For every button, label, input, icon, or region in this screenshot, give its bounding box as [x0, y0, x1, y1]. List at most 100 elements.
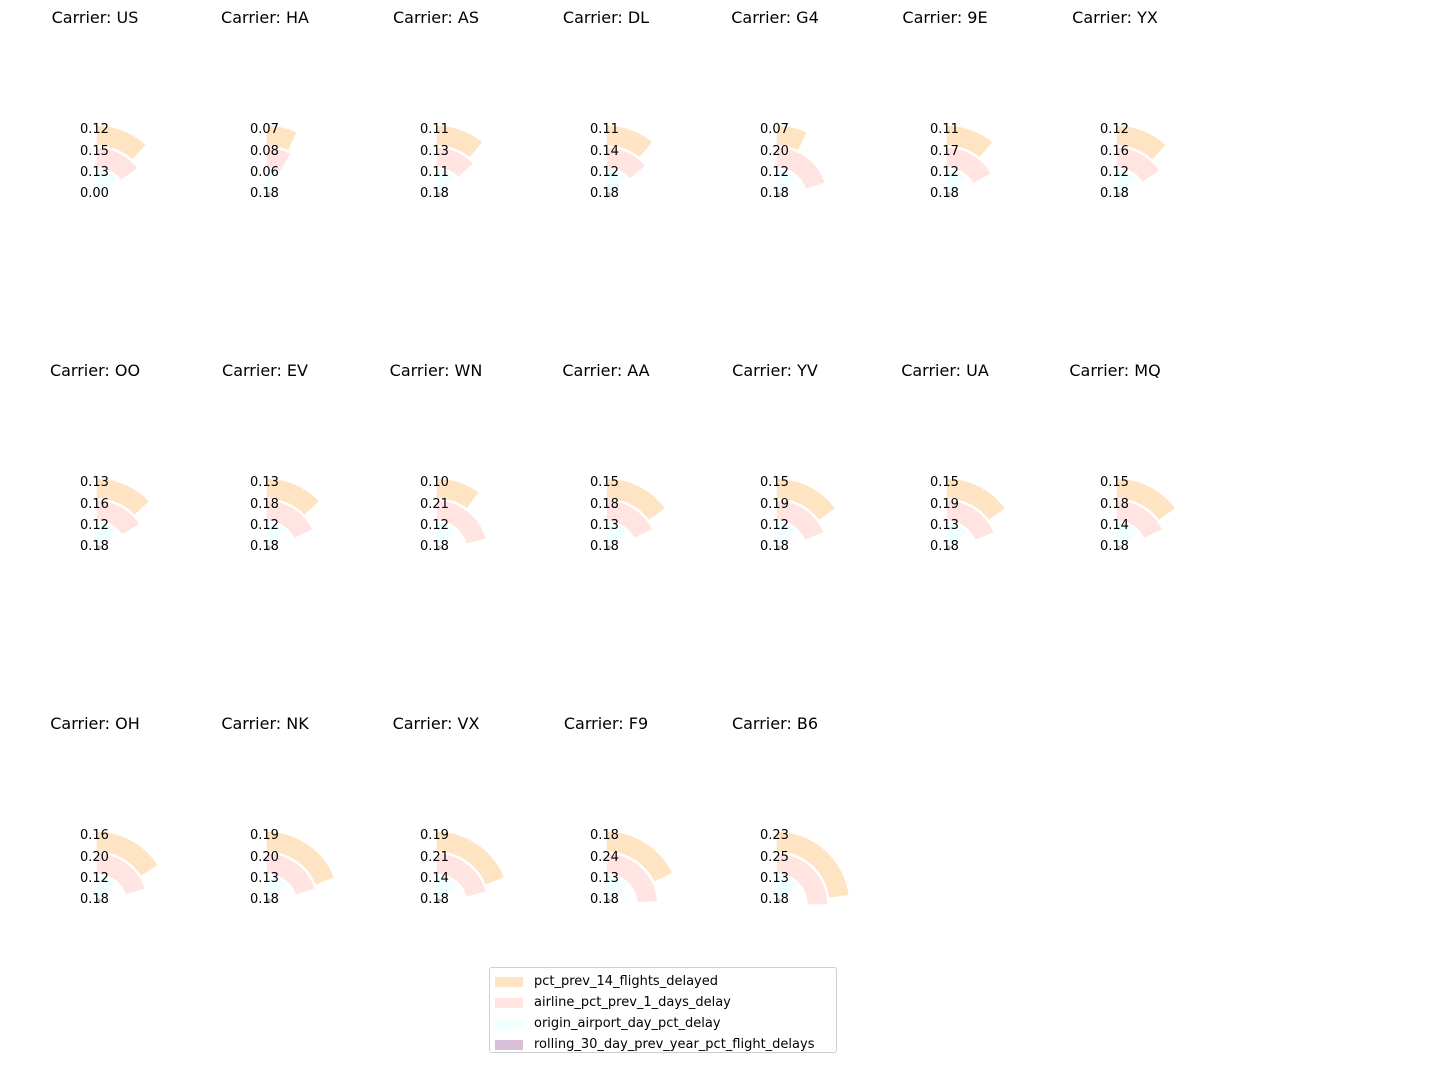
value-label: 0.21 — [420, 497, 449, 512]
radial-bar — [605, 168, 628, 194]
value-label: 0.11 — [930, 122, 959, 137]
radial-bar — [265, 521, 288, 547]
value-label: 0.15 — [760, 475, 789, 490]
legend-swatch-2 — [495, 1018, 523, 1029]
radial-bar — [605, 521, 629, 547]
value-label: 0.19 — [760, 497, 789, 512]
value-label: 0.18 — [760, 892, 789, 907]
panel-title: Carrier: EV — [222, 361, 308, 380]
value-label: 0.20 — [760, 144, 789, 159]
carrier-panel: Carrier: UA 0.15 0.19 0.13 0.18 — [901, 361, 1007, 554]
radial-bar — [435, 190, 445, 201]
radial-bar — [265, 168, 279, 192]
radial-bar — [605, 477, 667, 522]
radial-bar — [435, 543, 445, 554]
radial-bar — [605, 896, 615, 907]
value-label: 0.21 — [420, 850, 449, 865]
value-label: 0.18 — [1100, 186, 1129, 201]
value-label: 0.08 — [250, 144, 279, 159]
radial-bar — [945, 124, 995, 160]
radial-bar — [1115, 190, 1125, 201]
value-label: 0.15 — [930, 475, 959, 490]
radial-bar — [775, 852, 829, 906]
value-label: 0.13 — [250, 475, 279, 490]
value-label: 0.12 — [760, 165, 789, 180]
panel-title: Carrier: 9E — [902, 8, 987, 27]
radial-bar — [265, 830, 336, 887]
value-label: 0.11 — [420, 122, 449, 137]
panel-title: Carrier: NK — [221, 714, 309, 733]
radial-bar — [265, 896, 275, 907]
value-label: 0.15 — [80, 144, 109, 159]
legend-item: rolling_30_day_prev_year_pct_flight_dela… — [490, 1034, 836, 1055]
panel-title: Carrier: AA — [562, 361, 649, 380]
value-label: 0.18 — [250, 497, 279, 512]
value-label: 0.18 — [250, 892, 279, 907]
carrier-panel: Carrier: G4 0.07 0.20 0.12 0.18 — [731, 8, 827, 201]
value-label: 0.18 — [420, 539, 449, 554]
value-label: 0.07 — [250, 122, 279, 137]
radial-bar — [775, 874, 799, 900]
value-label: 0.16 — [80, 828, 109, 843]
value-label: 0.18 — [250, 186, 279, 201]
radial-bar — [605, 830, 674, 884]
value-label: 0.13 — [250, 871, 279, 886]
value-label: 0.12 — [80, 871, 109, 886]
value-label: 0.13 — [590, 871, 619, 886]
radial-bar — [775, 168, 798, 194]
radial-bar — [265, 124, 299, 153]
value-label: 0.12 — [590, 165, 619, 180]
radial-bar — [435, 124, 485, 160]
value-label: 0.11 — [420, 165, 449, 180]
value-label: 0.11 — [590, 122, 619, 137]
radial-bar — [95, 124, 148, 162]
value-label: 0.13 — [80, 475, 109, 490]
panel-title: Carrier: OO — [50, 361, 140, 380]
value-label: 0.10 — [420, 475, 449, 490]
value-label: 0.12 — [930, 165, 959, 180]
panel-title: Carrier: G4 — [731, 8, 819, 27]
radial-bar — [945, 146, 993, 186]
radial-bar — [95, 852, 147, 897]
radial-bar — [95, 146, 140, 182]
carrier-panel: Carrier: NK 0.19 0.20 0.13 0.18 — [221, 714, 336, 907]
carrier-panel: Carrier: B6 0.23 0.25 0.13 0.18 — [732, 714, 851, 907]
radial-bar — [95, 874, 118, 900]
panel-title: Carrier: VX — [393, 714, 480, 733]
value-label: 0.13 — [930, 518, 959, 533]
value-label: 0.18 — [420, 186, 449, 201]
value-label: 0.18 — [1100, 497, 1129, 512]
carrier-panel: Carrier: HA 0.07 0.08 0.06 0.18 — [221, 8, 309, 201]
carrier-panel: Carrier: F9 0.18 0.24 0.13 0.18 — [564, 714, 674, 907]
value-label: 0.18 — [590, 497, 619, 512]
radial-bar — [605, 499, 655, 540]
radial-bar — [775, 896, 785, 907]
value-label: 0.18 — [760, 186, 789, 201]
radial-bar — [95, 830, 160, 878]
value-label: 0.18 — [80, 892, 109, 907]
carrier-panel: Carrier: 9E 0.11 0.17 0.12 0.18 — [902, 8, 995, 201]
radial-bar — [945, 190, 955, 201]
radial-bar — [435, 168, 457, 194]
legend-swatch-3 — [495, 1039, 523, 1050]
value-label: 0.18 — [590, 828, 619, 843]
value-label: 0.14 — [590, 144, 619, 159]
value-label: 0.12 — [1100, 165, 1129, 180]
value-label: 0.18 — [1100, 539, 1129, 554]
radial-bar — [1115, 543, 1125, 554]
radial-bar — [775, 830, 851, 900]
carrier-panel: Carrier: AS 0.11 0.13 0.11 0.18 — [393, 8, 485, 201]
panel-title: Carrier: YV — [732, 361, 818, 380]
radial-bar — [435, 477, 481, 511]
radial-bar — [435, 830, 506, 887]
radial-bar — [265, 146, 293, 173]
radial-bar — [605, 852, 659, 904]
value-label: 0.06 — [250, 165, 279, 180]
radial-bar — [435, 852, 488, 899]
panel-title: Carrier: B6 — [732, 714, 818, 733]
radial-bar — [265, 190, 275, 201]
value-label: 0.18 — [760, 539, 789, 554]
value-label: 0.12 — [1100, 122, 1129, 137]
value-label: 0.20 — [80, 850, 109, 865]
